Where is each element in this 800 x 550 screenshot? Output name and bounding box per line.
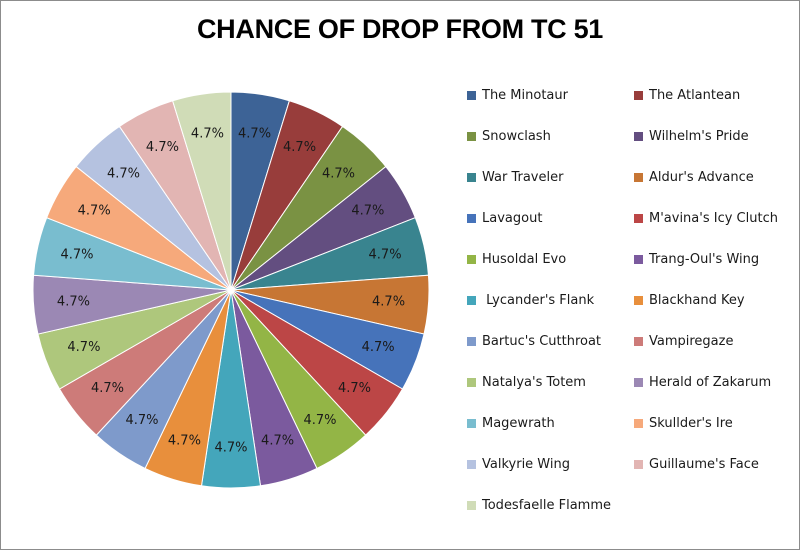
- legend-item: Natalya's Totem: [467, 372, 586, 392]
- legend-item: Wilhelm's Pride: [634, 126, 749, 146]
- legend-item: Aldur's Advance: [634, 167, 754, 187]
- legend-label: The Minotaur: [482, 87, 568, 103]
- slice-data-label: 4.7%: [125, 413, 158, 428]
- slice-data-label: 4.7%: [57, 294, 90, 309]
- slice-data-label: 4.7%: [261, 433, 294, 448]
- legend-label: War Traveler: [482, 169, 564, 185]
- legend-item: Trang-Oul's Wing: [634, 249, 759, 269]
- legend-swatch: [634, 90, 643, 100]
- legend-swatch: [467, 459, 476, 469]
- legend-item: The Atlantean: [634, 85, 740, 105]
- legend-swatch: [467, 336, 476, 346]
- slice-data-label: 4.7%: [78, 204, 111, 219]
- legend-item: Valkyrie Wing: [467, 454, 570, 474]
- legend-swatch: [467, 131, 476, 141]
- legend-label: Valkyrie Wing: [482, 456, 570, 472]
- slice-data-label: 4.7%: [372, 294, 405, 309]
- slice-data-label: 4.7%: [146, 140, 179, 155]
- legend-swatch: [467, 500, 476, 510]
- legend-swatch: [467, 172, 476, 182]
- legend-label: Natalya's Totem: [482, 374, 586, 390]
- legend-item: M'avina's Icy Clutch: [634, 208, 778, 228]
- legend-label: Guillaume's Face: [649, 456, 759, 472]
- legend-swatch: [634, 295, 643, 305]
- legend-swatch: [634, 254, 643, 264]
- slice-data-label: 4.7%: [238, 126, 271, 141]
- legend-item: Husoldal Evo: [467, 249, 566, 269]
- legend-label: Wilhelm's Pride: [649, 128, 749, 144]
- slice-data-label: 4.7%: [191, 126, 224, 141]
- legend-item: Lycander's Flank: [467, 290, 594, 310]
- legend-swatch: [634, 377, 643, 387]
- legend-label: Todesfaelle Flamme: [482, 497, 611, 513]
- legend-swatch: [634, 172, 643, 182]
- legend-swatch: [467, 377, 476, 387]
- slice-data-label: 4.7%: [91, 381, 124, 396]
- legend-item: Lavagout: [467, 208, 542, 228]
- slice-data-label: 4.7%: [351, 204, 384, 219]
- legend-label: Husoldal Evo: [482, 251, 567, 267]
- pie-slice: [172, 91, 232, 291]
- legend-label: Lycander's Flank: [482, 292, 595, 308]
- legend-label: The Atlantean: [649, 87, 741, 103]
- legend-label: Magewrath: [482, 415, 555, 431]
- slice-data-label: 4.7%: [168, 433, 201, 448]
- legend-swatch: [634, 459, 643, 469]
- legend-swatch: [634, 418, 643, 428]
- slice-data-label: 4.7%: [67, 340, 100, 355]
- legend-label: Herald of Zakarum: [649, 374, 772, 390]
- legend-label: Aldur's Advance: [649, 169, 754, 185]
- legend-swatch: [634, 336, 643, 346]
- legend-item: Bartuc's Cutthroat: [467, 331, 601, 351]
- legend-item: Herald of Zakarum: [634, 372, 771, 392]
- legend-item: The Minotaur: [467, 85, 568, 105]
- legend-swatch: [634, 131, 643, 141]
- legend-swatch: [467, 213, 476, 223]
- legend-item: Guillaume's Face: [634, 454, 759, 474]
- legend-label: Skullder's Ire: [649, 415, 733, 431]
- slice-data-label: 4.7%: [283, 140, 316, 155]
- legend-item: Magewrath: [467, 413, 555, 433]
- legend-label: Vampiregaze: [649, 333, 734, 349]
- slice-data-label: 4.7%: [338, 381, 371, 396]
- legend-item: Todesfaelle Flamme: [467, 495, 611, 515]
- legend-label: Bartuc's Cutthroat: [482, 333, 602, 349]
- slice-data-label: 4.7%: [214, 441, 247, 456]
- legend-swatch: [467, 418, 476, 428]
- legend-label: M'avina's Icy Clutch: [649, 210, 778, 226]
- legend-item: Snowclash: [467, 126, 551, 146]
- slice-data-label: 4.7%: [369, 247, 402, 262]
- legend-swatch: [467, 254, 476, 264]
- legend-item: Blackhand Key: [634, 290, 745, 310]
- slice-data-label: 4.7%: [60, 247, 93, 262]
- legend-label: Blackhand Key: [649, 292, 745, 308]
- slice-data-label: 4.7%: [322, 167, 355, 182]
- legend-item: Vampiregaze: [634, 331, 733, 351]
- legend-swatch: [467, 90, 476, 100]
- legend-label: Snowclash: [482, 128, 551, 144]
- slice-data-label: 4.7%: [303, 413, 336, 428]
- legend-label: Trang-Oul's Wing: [649, 251, 760, 267]
- legend-item: Skullder's Ire: [634, 413, 733, 433]
- slice-data-label: 4.7%: [362, 340, 395, 355]
- slice-data-label: 4.7%: [107, 167, 140, 182]
- legend-swatch: [634, 213, 643, 223]
- legend-label: Lavagout: [482, 210, 543, 226]
- legend-item: War Traveler: [467, 167, 563, 187]
- chart-title: CHANCE OF DROP FROM TC 51: [196, 14, 604, 44]
- legend-swatch: [467, 295, 476, 305]
